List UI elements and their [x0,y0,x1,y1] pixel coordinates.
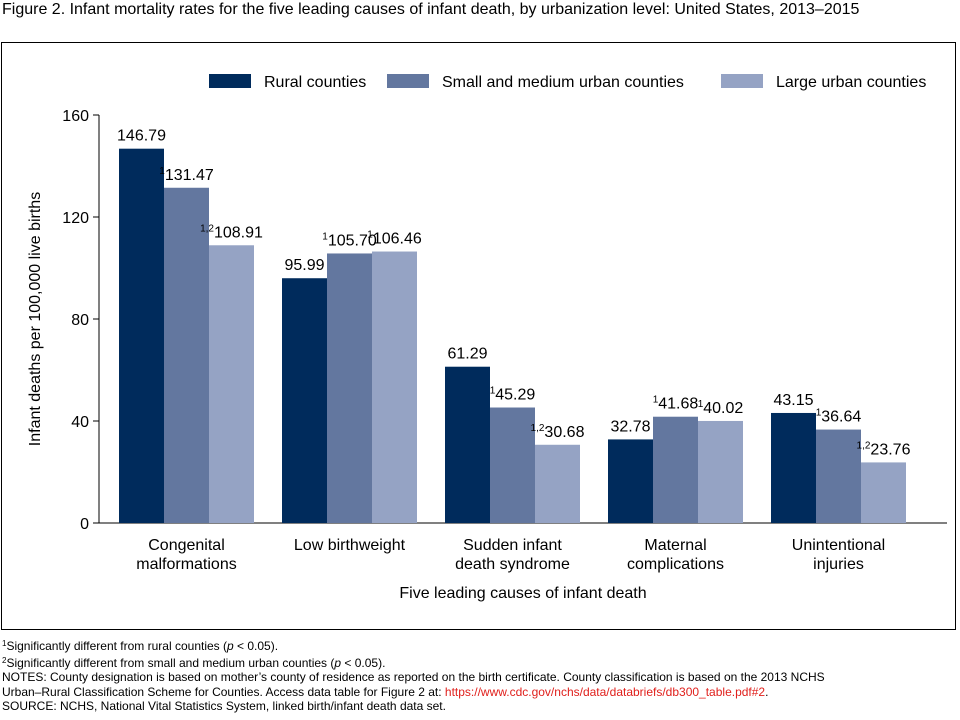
data-label: 146.79 [117,128,166,145]
bar [282,278,327,523]
y-tick-label: 80 [71,312,89,329]
notes-line-2: Urban–Rural Classification Scheme for Co… [2,684,769,699]
y-tick-label: 40 [71,414,89,431]
data-label: 1106.46 [367,230,422,248]
data-label: 1,2108.91 [200,223,263,241]
bar [372,251,417,524]
bar [209,245,254,524]
bar [327,253,372,523]
legend-swatch [721,74,763,88]
category-label: Maternal complications [627,537,724,573]
data-label: 61.29 [447,346,487,363]
bar [535,444,580,523]
legend-label: Large urban counties [776,74,926,91]
data-label: 136.64 [816,408,862,426]
bar [698,420,743,523]
y-tick-label: 0 [80,516,89,533]
data-label: 1105.70 [322,231,377,249]
y-tick-label: 160 [62,108,89,125]
footnotes: 1Significantly different from rural coun… [2,637,957,714]
legend-label: Small and medium urban counties [442,74,684,91]
bar [608,439,653,523]
data-label: 1,223.76 [857,440,911,458]
data-table-link[interactable]: https://www.cdc.gov/nchs/data/databriefs… [444,684,766,699]
notes-line-1: NOTES: County designation is based on mo… [2,670,825,685]
y-tick-label: 120 [62,210,89,227]
bar [119,148,164,524]
bar [164,187,209,523]
data-label: 1131.47 [159,166,214,184]
data-label: 140.02 [698,399,744,417]
legend-swatch [387,74,429,88]
category-label: Sudden infant death syndrome [455,537,570,573]
data-label: 145.29 [490,386,536,404]
category-label: Congenital malformations [136,537,236,573]
bar [816,429,861,523]
bar [490,407,535,523]
x-axis-label: Five leading causes of infant death [399,585,646,602]
data-label: 141.68 [653,395,699,413]
category-label: Low birthweight [294,537,406,554]
source-line: SOURCE: NCHS, National Vital Statistics … [2,699,446,714]
legend-label: Rural counties [264,74,366,91]
chart-frame: 0 40 80 120 160 Infant deaths per 100,000 liv… [1,42,956,630]
footnote-2: 2Significantly different from small and … [2,655,386,670]
data-label: 43.15 [773,392,813,409]
y-axis-label: Infant deaths per 100,000 live births [27,192,44,446]
legend-swatch [209,74,251,88]
data-label: 95.99 [284,257,324,274]
data-label: 1,230.68 [531,423,585,441]
bar-chart: 0 40 80 120 160 Infant deaths per 100,000 liv… [27,74,947,602]
bar [653,416,698,523]
bar [771,412,816,523]
category-label: Unintentional injuries [792,537,885,573]
bar [445,366,490,523]
figure-title: Figure 2. Infant mortality rates for the… [2,1,860,18]
footnote-1: 1Significantly different from rural coun… [2,639,279,653]
bar [861,462,906,523]
data-label: 32.78 [610,418,650,435]
